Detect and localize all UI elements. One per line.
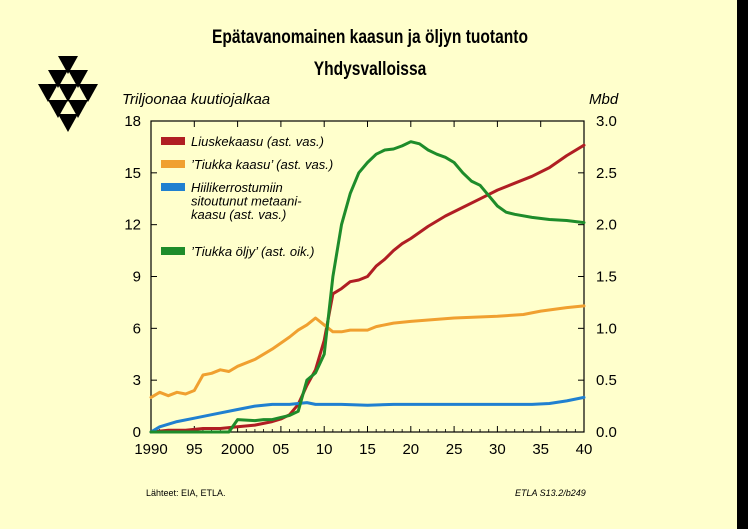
y-right-tick-label: 1.0 <box>596 320 617 337</box>
right-axis-unit-label: Mbd <box>589 91 619 108</box>
y-left-tick-label: 6 <box>133 320 141 337</box>
left-axis-unit-label: Triljoonaa kuutiojalkaa <box>122 91 271 108</box>
x-tick-label: 25 <box>446 441 463 458</box>
y-right-tick-label: 2.5 <box>596 165 617 182</box>
x-tick-label: 05 <box>273 441 290 458</box>
y-left-tick-label: 15 <box>124 165 141 182</box>
x-tick-label: 30 <box>489 441 506 458</box>
y-right-tick-label: 0.0 <box>596 424 617 441</box>
legend-swatch-4 <box>161 247 185 255</box>
y-left-tick-label: 3 <box>133 372 141 389</box>
legend-label-1: Liuskekaasu (ast. vas.) <box>191 134 324 149</box>
title-line-2: Yhdysvalloissa <box>313 59 427 80</box>
series-line-4 <box>149 140 586 434</box>
line-chart: 1990 95 2000 05 10 15 20 25 30 35 40 0 3 6 9 12 15 18 0.0 0… <box>124 113 617 458</box>
chart-title: Epätavanomainen kaasun ja öljyn tuotanto… <box>157 22 583 86</box>
x-tick-label: 10 <box>316 441 333 458</box>
x-tick-label: 1990 <box>134 441 167 458</box>
legend-label-3: Hiilikerrostumiin <box>191 180 283 195</box>
reference-code: ETLA S13.2/b249 <box>515 488 586 498</box>
legend-label-3: sitoutunut metaani- <box>191 194 302 209</box>
etla-logo <box>38 56 98 132</box>
x-tick-label: 35 <box>532 441 549 458</box>
x-tick-label: 40 <box>576 441 593 458</box>
x-tick-label: 95 <box>186 441 203 458</box>
y-left-tick-label: 0 <box>133 424 141 441</box>
source-note: Lähteet: EIA, ETLA. <box>146 488 226 498</box>
title-line-1: Epätavanomainen kaasun ja öljyn tuotanto <box>211 27 528 48</box>
legend-swatch-1 <box>161 137 185 145</box>
x-tick-label: 20 <box>402 441 419 458</box>
y-right-tick-label: 3.0 <box>596 113 617 130</box>
y-right-tick-label: 2.0 <box>596 217 617 234</box>
series-line-3 <box>149 395 586 434</box>
y-left-tick-label: 12 <box>124 217 141 234</box>
series-line-2 <box>149 304 586 399</box>
x-tick-label: 2000 <box>221 441 254 458</box>
legend-swatch-3 <box>161 183 185 191</box>
y-left-tick-label: 18 <box>124 113 141 130</box>
y-left-tick-label: 9 <box>133 269 141 286</box>
legend-label-3: kaasu (ast. vas.) <box>191 207 286 222</box>
x-tick-label: 15 <box>359 441 376 458</box>
y-right-tick-label: 1.5 <box>596 269 617 286</box>
legend-label-2: ’Tiukka kaasu’ (ast. vas.) <box>191 157 333 172</box>
legend-swatch-2 <box>161 160 185 168</box>
y-right-tick-label: 0.5 <box>596 372 617 389</box>
legend-label-4: ’Tiukka öljy’ (ast. oik.) <box>191 244 314 259</box>
